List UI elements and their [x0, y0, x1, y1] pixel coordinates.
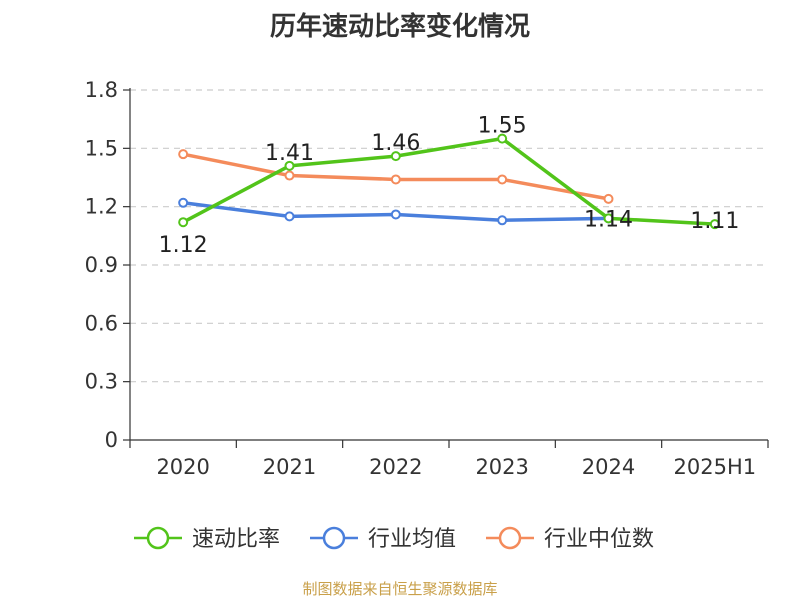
- chart-title: 历年速动比率变化情况: [269, 12, 530, 42]
- y-tick-label: 1.8: [85, 78, 118, 102]
- legend-label: 速动比率: [192, 527, 280, 552]
- legend-label: 行业中位数: [544, 527, 654, 552]
- data-point: [178, 149, 189, 160]
- legend-marker-icon: [322, 526, 346, 550]
- data-label: 1.11: [690, 209, 739, 234]
- data-point: [497, 133, 508, 144]
- x-tick-label: 2025H1: [674, 455, 757, 479]
- x-tick-label: 2020: [156, 455, 209, 479]
- x-tick-label: 2024: [582, 455, 635, 479]
- data-point: [497, 174, 508, 185]
- data-point: [178, 197, 189, 208]
- data-point: [284, 170, 295, 181]
- data-label: 1.55: [478, 114, 527, 139]
- legend: 速动比率 行业均值 行业中位数: [134, 526, 654, 552]
- series-lines: [178, 133, 720, 230]
- series-line: [182, 136, 715, 226]
- grid-lines: [130, 89, 768, 383]
- data-point: [603, 193, 614, 204]
- data-point: [709, 219, 720, 230]
- y-tick-label: 0: [105, 428, 118, 452]
- legend-label: 行业均值: [368, 527, 456, 552]
- legend-marker-icon: [146, 526, 170, 550]
- data-point: [497, 215, 508, 226]
- y-tick-label: 0.6: [85, 311, 118, 335]
- x-tick-label: 2021: [263, 455, 316, 479]
- x-tick-label: 2023: [475, 455, 528, 479]
- y-tick-label: 1.2: [85, 195, 118, 219]
- data-label: 1.14: [584, 207, 633, 232]
- data-point: [284, 211, 295, 222]
- data-label: 1.41: [265, 141, 314, 166]
- data-point: [390, 151, 401, 162]
- data-point: [390, 209, 401, 220]
- data-point: [178, 217, 189, 228]
- x-tick-label: 2022: [369, 455, 422, 479]
- y-tick-label: 0.3: [85, 370, 118, 394]
- legend-marker-icon: [498, 526, 522, 550]
- data-point: [603, 213, 614, 224]
- data-point: [284, 160, 295, 171]
- data-point: [390, 174, 401, 185]
- y-tick-label: 1.5: [85, 136, 118, 160]
- y-tick-label: 0.9: [85, 253, 118, 277]
- legend-item[interactable]: 行业均值: [310, 526, 456, 552]
- legend-item[interactable]: 行业中位数: [486, 526, 654, 552]
- data-label: 1.46: [371, 131, 420, 156]
- data-label: 1.12: [159, 233, 208, 258]
- legend-item[interactable]: 速动比率: [134, 526, 280, 552]
- axes: 0 0.3 0.6 0.9 1.2 1.5 1.8 2020 2021 2022 2023 2024 2…: [85, 78, 769, 479]
- data-labels: 1.12 1.41 1.46 1.55 1.14 1.11: [159, 114, 740, 259]
- source-note: 制图数据来自恒生聚源数据库: [302, 580, 498, 598]
